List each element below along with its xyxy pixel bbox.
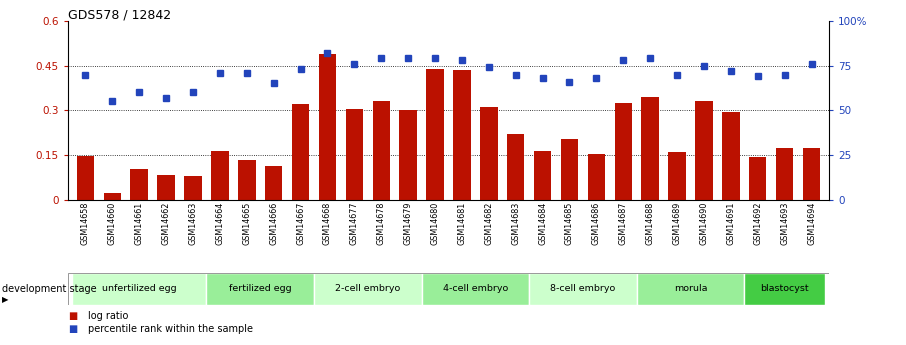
Bar — [722, 112, 739, 200]
Bar — [238, 160, 255, 200]
Text: ■: ■ — [68, 325, 77, 334]
Text: ▶: ▶ — [2, 295, 8, 304]
Bar — [207, 273, 314, 305]
Bar — [103, 193, 121, 200]
Text: 4-cell embryo: 4-cell embryo — [443, 284, 508, 294]
Bar — [614, 103, 632, 200]
Text: 2-cell embryo: 2-cell embryo — [335, 284, 400, 294]
Bar — [77, 156, 94, 200]
Bar — [480, 107, 497, 200]
Bar — [72, 273, 207, 305]
Bar — [745, 273, 825, 305]
Bar — [637, 273, 745, 305]
Bar — [453, 70, 470, 200]
Text: development stage: development stage — [2, 284, 96, 294]
Bar — [292, 105, 309, 200]
Text: percentile rank within the sample: percentile rank within the sample — [88, 325, 253, 334]
Bar — [534, 151, 552, 200]
Bar — [211, 151, 228, 200]
Bar — [695, 101, 713, 200]
Bar — [803, 148, 820, 200]
Text: 8-cell embryo: 8-cell embryo — [550, 284, 615, 294]
Bar — [400, 110, 417, 200]
Text: GDS578 / 12842: GDS578 / 12842 — [68, 9, 171, 22]
Bar — [669, 152, 686, 200]
Bar — [776, 148, 794, 200]
Bar — [372, 101, 390, 200]
Bar — [265, 166, 283, 200]
Bar — [421, 273, 529, 305]
Text: ■: ■ — [68, 311, 77, 321]
Bar — [158, 175, 175, 200]
Text: log ratio: log ratio — [88, 311, 129, 321]
Bar — [319, 53, 336, 200]
Bar — [529, 273, 637, 305]
Bar — [184, 176, 202, 200]
Bar — [345, 109, 363, 200]
Text: morula: morula — [674, 284, 708, 294]
Bar — [314, 273, 421, 305]
Text: blastocyst: blastocyst — [760, 284, 809, 294]
Bar — [561, 139, 578, 200]
Bar — [130, 169, 148, 200]
Bar — [749, 157, 766, 200]
Bar — [507, 134, 525, 200]
Text: fertilized egg: fertilized egg — [229, 284, 292, 294]
Bar — [641, 97, 659, 200]
Bar — [588, 154, 605, 200]
Bar — [427, 69, 444, 200]
Text: unfertilized egg: unfertilized egg — [101, 284, 177, 294]
